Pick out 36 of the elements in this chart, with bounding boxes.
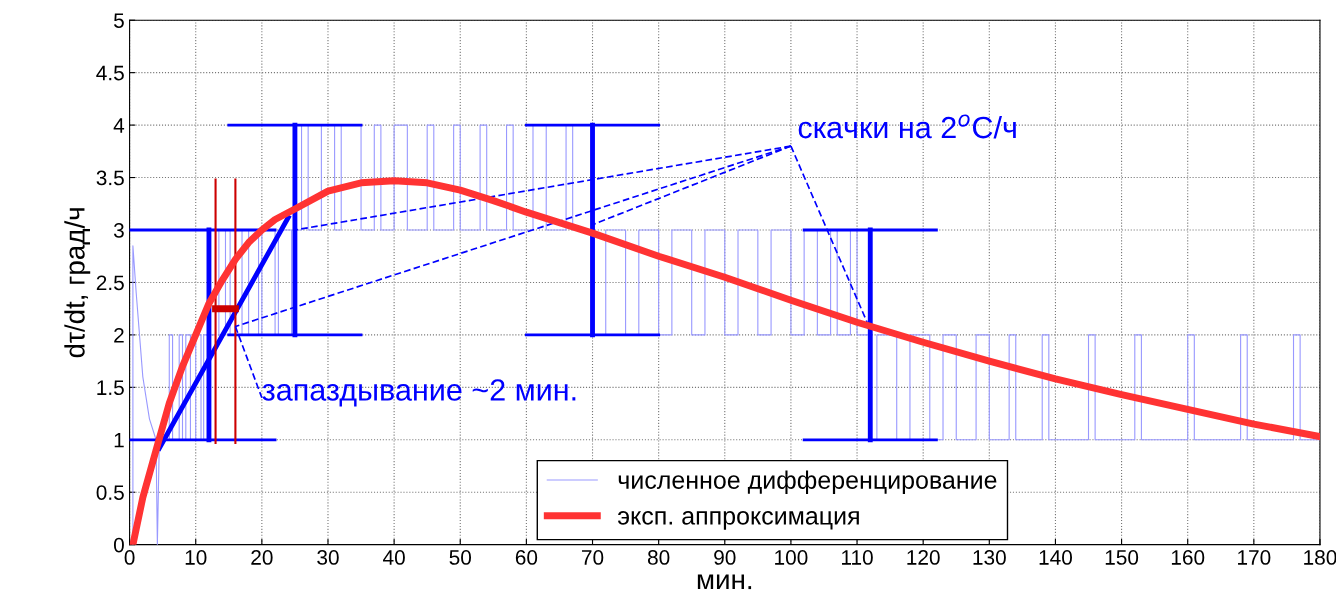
x-tick-label: 100 (775, 550, 808, 565)
annotation: запаздывание ~2 мин. (262, 379, 576, 407)
x-tick-label: 0 (124, 550, 135, 565)
x-tick-label: 60 (515, 550, 538, 565)
x-tick-label: 120 (907, 550, 940, 565)
x-tick-label: 180 (1304, 550, 1336, 565)
x-axis-title: мин. (697, 574, 752, 590)
y-tick-label: 4.5 (96, 65, 124, 81)
x-tick-label: 80 (647, 550, 670, 565)
y-tick-label: 3 (113, 222, 124, 238)
x-tick-label: 140 (1039, 550, 1073, 565)
x-tick-label: 170 (1238, 550, 1271, 565)
x-tick-label: 150 (1105, 550, 1139, 565)
x-tick-label: 70 (582, 550, 604, 565)
y-axis-title: dτ/dt, град/ч (64, 208, 91, 358)
annotation: скачки на 2$^{o}$C/ч (798, 114, 1016, 139)
x-tick-label: 90 (714, 550, 736, 565)
y-tick-label: 4 (113, 118, 125, 133)
x-tick-label: 110 (842, 550, 873, 565)
y-tick-label: 1 (114, 433, 124, 448)
x-tick-label: 130 (973, 550, 1006, 565)
y-tick-label: 5 (113, 13, 124, 28)
x-tick-label: 160 (1171, 550, 1205, 565)
y-tick-label: 0 (113, 537, 124, 553)
x-tick-label: 10 (185, 550, 207, 565)
x-tick-label: 20 (251, 550, 273, 565)
y-tick-label: 2.5 (96, 275, 124, 291)
legend-label: численное дифференцирование (618, 470, 997, 494)
x-tick-label: 40 (383, 550, 405, 565)
y-tick-label: 0.5 (96, 485, 124, 500)
legend-label: эксп. аппроксимация (617, 511, 859, 530)
y-tick-label: 3.5 (96, 170, 124, 186)
y-tick-label: 1.5 (97, 380, 124, 396)
y-tick-label: 2 (114, 327, 124, 343)
x-tick-label: 30 (317, 550, 339, 565)
x-tick-label: 50 (449, 550, 472, 565)
